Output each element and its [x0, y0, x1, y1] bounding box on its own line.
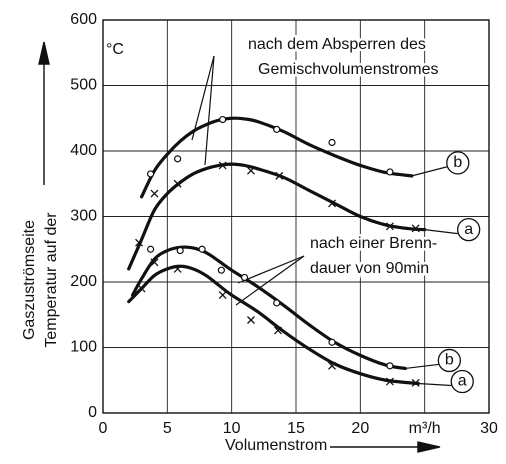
data-point: [147, 245, 155, 253]
label-circle: [437, 348, 462, 373]
y-unit: °C: [106, 41, 124, 58]
data-point: [273, 299, 281, 307]
y-arrowhead: [38, 41, 50, 65]
data-point: [137, 284, 146, 293]
data-point: [411, 378, 420, 387]
data-point: [328, 199, 336, 208]
data-point: [328, 361, 336, 370]
x-tick-label: 15: [287, 420, 305, 437]
data-point: [385, 222, 394, 231]
curve: [127, 264, 420, 386]
data-point: [386, 168, 394, 176]
y-tick-label: 0: [88, 404, 97, 421]
data-point: [218, 291, 227, 300]
data-point: [217, 266, 225, 274]
label-leader: [411, 166, 447, 177]
data-point: [240, 273, 249, 282]
x-tick-label: 30: [480, 420, 498, 437]
data-point: [247, 316, 255, 324]
y-axis-label: Temperatur auf der: [43, 212, 60, 348]
data-point: [176, 246, 184, 255]
x-axis-label: Volumenstrom: [225, 437, 327, 454]
annotation-arrow: [191, 55, 215, 141]
series-label: a: [464, 221, 473, 238]
data-point: [174, 155, 182, 163]
data-point: [173, 264, 182, 273]
data-point: [150, 258, 159, 267]
data-point: [247, 166, 255, 175]
annotation-arrow: [204, 55, 215, 166]
y-tick-label: 100: [70, 339, 97, 356]
data-point: [135, 238, 143, 247]
label-circle: [446, 151, 470, 175]
data-point: [150, 189, 159, 198]
y-tick-label: 500: [70, 77, 97, 94]
data-point: [173, 179, 182, 188]
annotation: nach einer Brenn-: [310, 235, 437, 252]
x-tick-label: 10: [223, 420, 241, 437]
label-leader: [418, 382, 452, 387]
data-point: [328, 338, 336, 346]
data-point: [328, 138, 336, 147]
y-tick-label: 600: [70, 11, 97, 28]
curve: [127, 162, 427, 271]
y-tick-label: 400: [70, 142, 97, 159]
annotation-arrow: [237, 255, 305, 284]
y-tick-label: 300: [70, 208, 97, 225]
decorations: [38, 41, 441, 453]
label-circle: [450, 369, 474, 394]
x-tick-label: m³/h: [409, 420, 441, 437]
data-point: [385, 377, 394, 386]
data-point: [147, 170, 155, 178]
plot-frame: [102, 19, 490, 414]
label-circle: [457, 217, 481, 242]
x-tick-label: 0: [99, 420, 108, 437]
annotation: Gemischvolumenstromes: [258, 61, 439, 78]
data-point: [411, 224, 420, 233]
series-label: a: [458, 373, 467, 390]
x-tick-label: 20: [351, 420, 369, 437]
data-point: [274, 326, 282, 335]
annotation: nach dem Absperren des: [248, 36, 426, 53]
curve: [140, 116, 414, 199]
label-leader: [405, 363, 439, 370]
annotation-arrow: [235, 255, 305, 306]
data-point: [218, 161, 227, 170]
x-tick-label: 5: [163, 420, 172, 437]
data-point: [219, 115, 227, 124]
y-tick-label: 200: [70, 273, 97, 290]
series-label: b: [453, 154, 462, 171]
x-arrowhead: [417, 441, 441, 453]
y-axis-label: Gaszuströmseite: [21, 220, 38, 340]
curve: [130, 245, 407, 371]
label-leader: [424, 229, 458, 235]
series-label: b: [445, 352, 454, 369]
annotation: dauer von 90min: [310, 260, 429, 277]
data-point: [275, 171, 284, 180]
data-point: [198, 245, 206, 253]
data-point: [386, 362, 394, 370]
data-point: [273, 125, 281, 133]
